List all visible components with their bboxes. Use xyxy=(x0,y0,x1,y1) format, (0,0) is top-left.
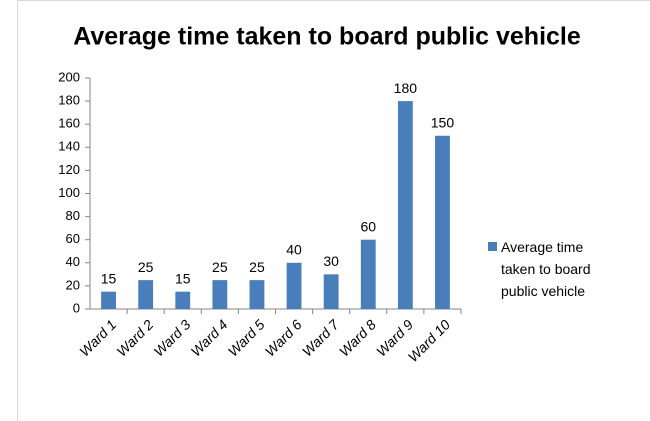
x-tick-label: Ward 1 xyxy=(76,316,119,359)
y-tick-label: 180 xyxy=(58,93,80,108)
bar xyxy=(175,291,191,309)
data-label: 15 xyxy=(101,270,117,286)
bar xyxy=(323,274,339,309)
bar xyxy=(249,280,265,309)
y-tick-label: 200 xyxy=(58,69,80,84)
bar xyxy=(212,280,228,309)
bar xyxy=(360,239,376,309)
x-tick-label: Ward 8 xyxy=(336,316,379,359)
y-tick-label: 40 xyxy=(66,254,80,269)
data-label: 60 xyxy=(360,218,376,234)
x-tick-label: Ward 6 xyxy=(262,316,305,359)
legend-swatch xyxy=(488,242,497,251)
y-tick-label: 100 xyxy=(58,185,80,200)
data-label: 40 xyxy=(286,242,302,258)
y-tick-label: 160 xyxy=(58,116,80,131)
x-tick-label: Ward 4 xyxy=(188,316,231,359)
y-tick-label: 0 xyxy=(73,300,80,315)
x-tick-label: Ward 7 xyxy=(299,316,343,360)
data-label: 180 xyxy=(394,80,418,96)
x-tick-label: Ward 3 xyxy=(150,316,193,359)
y-tick-label: 80 xyxy=(66,208,80,223)
x-tick-label: Ward 5 xyxy=(225,316,268,359)
data-label: 25 xyxy=(249,259,265,275)
legend-label: Average time taken to board public vehic… xyxy=(501,239,591,299)
chart-frame xyxy=(17,0,650,421)
y-tick-label: 60 xyxy=(66,231,80,246)
y-tick-label: 120 xyxy=(58,162,80,177)
bar xyxy=(286,262,302,309)
data-label: 25 xyxy=(212,259,228,275)
bar xyxy=(138,280,154,309)
chart-title: Average time taken to board public vehic… xyxy=(73,23,581,51)
data-label: 15 xyxy=(175,270,191,286)
x-tick-label: Ward 2 xyxy=(113,316,156,359)
bar xyxy=(101,291,116,309)
data-label: 25 xyxy=(138,259,154,275)
bar xyxy=(397,101,413,309)
y-tick-label: 140 xyxy=(58,139,80,154)
bar xyxy=(435,135,450,309)
y-tick-label: 20 xyxy=(66,277,80,292)
legend: Average time taken to board public vehic… xyxy=(488,236,618,302)
data-label: 150 xyxy=(431,114,455,130)
data-label: 30 xyxy=(323,253,339,269)
